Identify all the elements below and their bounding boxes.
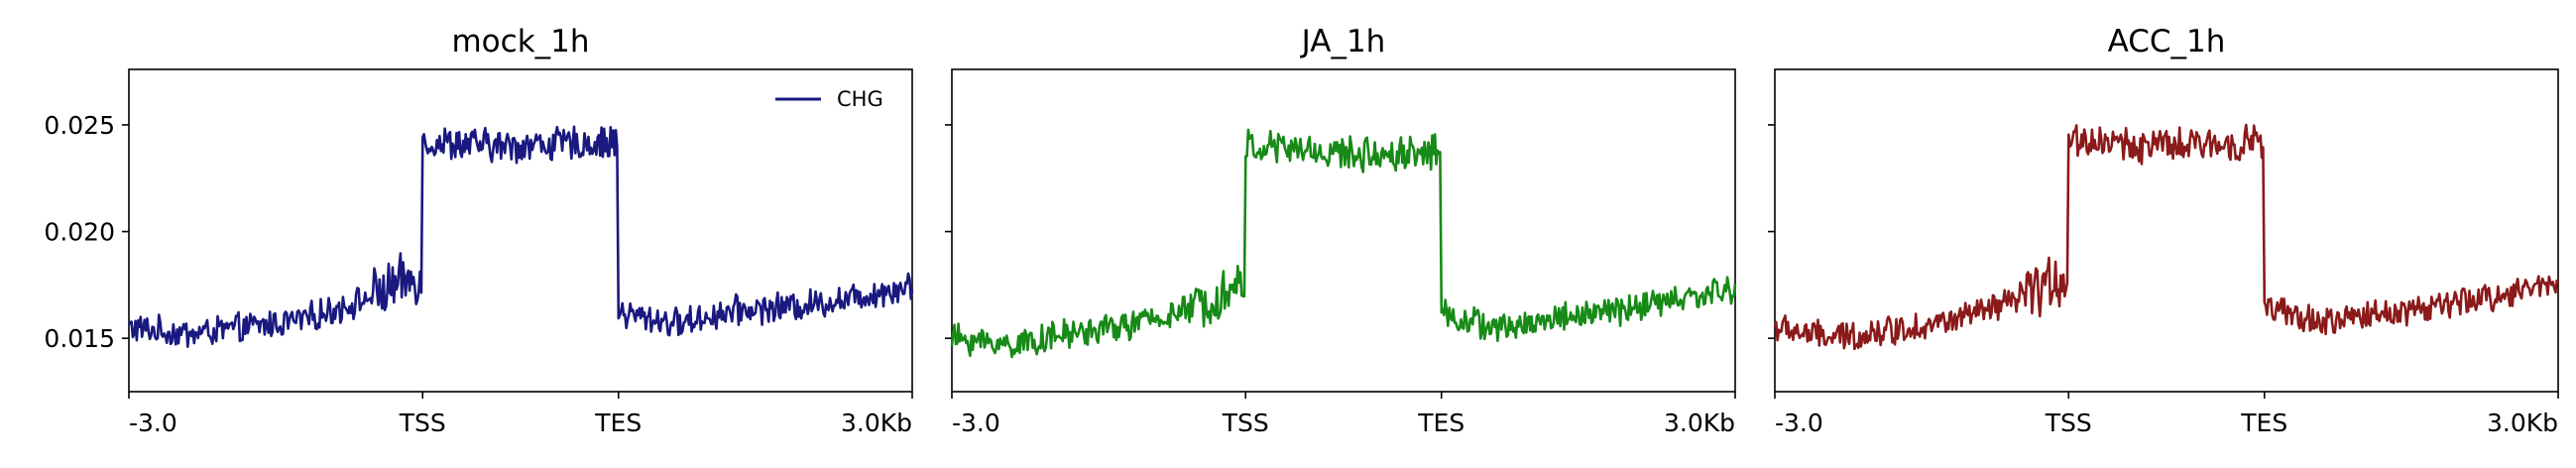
panel-1: JA_1h -3.0 TSS TES 3.0Kb xyxy=(945,24,1737,437)
x-tick-label: TES xyxy=(594,409,642,437)
x-tick-label: -3.0 xyxy=(1775,409,1823,437)
x-tick-label: 3.0Kb xyxy=(2487,409,2558,437)
x-tick-label: 3.0Kb xyxy=(841,409,912,437)
x-tick-label: -3.0 xyxy=(952,409,1000,437)
x-tick-label: TSS xyxy=(2045,409,2092,437)
x-tick-label: TSS xyxy=(1222,409,1269,437)
series-line xyxy=(127,125,914,348)
x-tick-label: -3.0 xyxy=(129,409,177,437)
panel-title: ACC_1h xyxy=(2108,24,2226,59)
x-tick-label: 3.0Kb xyxy=(1664,409,1735,437)
y-tick-label: 0.025 xyxy=(44,111,115,140)
series-line xyxy=(950,128,1737,359)
panel-title: JA_1h xyxy=(1300,24,1386,59)
series-line xyxy=(1773,123,2560,351)
axes-frame xyxy=(951,68,1736,393)
axes-frame xyxy=(1774,68,2559,393)
legend-label: CHG xyxy=(837,87,883,111)
panel-0: mock_1h 0.015 0.020 0.025 -3.0 TSS TES 3.0Kb CHG xyxy=(44,24,914,437)
x-tick-label: TES xyxy=(2240,409,2287,437)
panel-title: mock_1h xyxy=(451,24,589,59)
y-tick-label: 0.015 xyxy=(44,324,115,353)
y-tick-label: 0.020 xyxy=(44,218,115,247)
panel-2: ACC_1h -3.0 TSS TES 3.0Kb xyxy=(1768,24,2560,437)
x-tick-label: TES xyxy=(1417,409,1464,437)
axes-frame xyxy=(128,68,913,393)
x-tick-label: TSS xyxy=(399,409,446,437)
